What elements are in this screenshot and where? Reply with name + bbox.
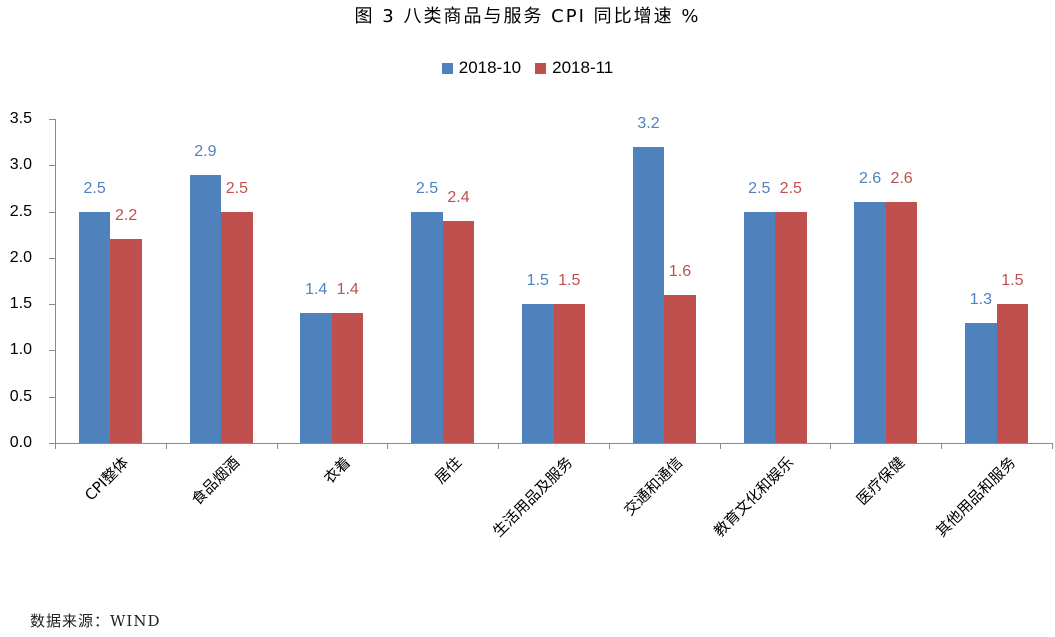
x-category-label: 衣着 bbox=[320, 453, 355, 488]
y-tick-mark bbox=[49, 396, 55, 398]
data-label: 2.9 bbox=[194, 142, 217, 160]
data-label: 1.4 bbox=[336, 281, 359, 299]
bar-2018-10 bbox=[743, 211, 776, 443]
x-category-label: 医疗保健 bbox=[852, 453, 908, 509]
bar-2018-10 bbox=[78, 211, 111, 443]
bar-2018-10 bbox=[965, 322, 997, 443]
bar-2018-10 bbox=[300, 313, 332, 443]
y-tick-mark bbox=[49, 257, 55, 259]
data-label: 2.2 bbox=[115, 207, 138, 225]
data-label: 2.6 bbox=[858, 170, 882, 188]
x-category-label: CPI整体 bbox=[81, 453, 133, 505]
x-tick-mark bbox=[55, 443, 56, 449]
legend-item-2018-10: 2018-10 bbox=[441, 58, 522, 78]
bar-2018-11 bbox=[221, 211, 253, 443]
y-tick-label: 1.5 bbox=[9, 295, 32, 313]
data-label: 1.6 bbox=[668, 262, 692, 280]
data-label: 1.3 bbox=[969, 290, 992, 308]
data-label: 3.2 bbox=[637, 114, 660, 132]
y-tick-label: 2.5 bbox=[9, 202, 32, 220]
bar-2018-11 bbox=[996, 304, 1029, 443]
data-label: 2.6 bbox=[890, 170, 913, 188]
data-label: 2.5 bbox=[779, 179, 802, 197]
bar-2018-10 bbox=[854, 202, 886, 443]
data-label: 2.5 bbox=[225, 179, 249, 197]
y-tick-mark bbox=[49, 211, 55, 213]
bar-2018-11 bbox=[775, 211, 807, 443]
x-tick-mark bbox=[830, 443, 832, 449]
y-tick-label: 3.5 bbox=[9, 110, 32, 127]
x-tick-mark bbox=[498, 443, 500, 449]
legend-label: 2018-11 bbox=[552, 58, 614, 77]
x-tick-mark bbox=[1052, 443, 1053, 449]
bar-2018-11 bbox=[885, 202, 918, 443]
data-label: 1.5 bbox=[526, 272, 549, 290]
x-category-label: 交通和通信 bbox=[620, 453, 687, 520]
x-category-label: 生活用品及服务 bbox=[488, 453, 576, 541]
y-tick-mark bbox=[49, 350, 55, 352]
bar-2018-11 bbox=[442, 220, 475, 443]
x-tick-mark bbox=[276, 443, 278, 449]
legend-swatch-red-icon bbox=[535, 62, 547, 74]
y-tick-label: 2.0 bbox=[9, 248, 32, 266]
bar-2018-11 bbox=[331, 313, 364, 443]
x-tick-mark bbox=[387, 443, 389, 449]
x-tick-mark bbox=[608, 443, 610, 449]
y-tick-mark bbox=[49, 119, 55, 120]
y-tick-mark bbox=[49, 304, 55, 306]
x-axis bbox=[55, 443, 1052, 444]
data-source-note: 数据来源：WIND bbox=[30, 612, 161, 630]
data-label: 2.5 bbox=[415, 179, 439, 197]
bar-2018-11 bbox=[110, 239, 142, 443]
bar-2018-11 bbox=[553, 304, 585, 443]
x-category-label: 其他用品和服务 bbox=[931, 453, 1019, 541]
y-tick-label: 0.0 bbox=[9, 434, 32, 451]
y-tick-label: 0.5 bbox=[9, 387, 32, 405]
bar-2018-11 bbox=[664, 294, 696, 443]
bar-2018-10 bbox=[632, 146, 665, 443]
bar-2018-10 bbox=[411, 211, 443, 443]
data-label: 1.4 bbox=[305, 281, 328, 299]
bar-2018-10 bbox=[522, 304, 554, 443]
x-tick-mark bbox=[941, 443, 943, 449]
data-label: 2.4 bbox=[447, 188, 470, 206]
legend: 2018-10 2018-11 bbox=[0, 58, 1055, 78]
y-tick-label: 1.0 bbox=[9, 341, 32, 359]
legend-swatch-blue-icon bbox=[441, 62, 453, 74]
x-category-label: 教育文化和娱乐 bbox=[710, 453, 798, 541]
bar-2018-10 bbox=[189, 174, 222, 443]
y-tick-mark bbox=[49, 443, 55, 444]
x-tick-mark bbox=[719, 443, 721, 449]
data-label: 2.5 bbox=[748, 179, 771, 197]
y-tick-label: 3.0 bbox=[9, 156, 32, 174]
x-tick-mark bbox=[165, 443, 167, 449]
data-label: 2.5 bbox=[83, 179, 106, 197]
data-label: 1.5 bbox=[558, 272, 581, 290]
y-tick-mark bbox=[49, 165, 55, 167]
legend-label: 2018-10 bbox=[458, 58, 522, 77]
x-category-label: 食品烟酒 bbox=[188, 453, 244, 509]
y-axis bbox=[55, 119, 56, 444]
legend-item-2018-11: 2018-11 bbox=[535, 58, 613, 78]
chart-title: 图 3 八类商品与服务 CPI 同比增速 % bbox=[354, 6, 701, 27]
data-label: 1.5 bbox=[1001, 272, 1024, 290]
x-category-label: 居住 bbox=[430, 453, 465, 488]
